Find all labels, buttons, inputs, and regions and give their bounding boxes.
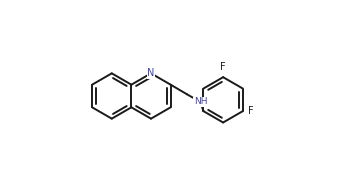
Text: N: N [147, 68, 155, 78]
Text: F: F [247, 106, 253, 116]
Text: NH: NH [194, 98, 207, 106]
Text: F: F [220, 62, 226, 72]
